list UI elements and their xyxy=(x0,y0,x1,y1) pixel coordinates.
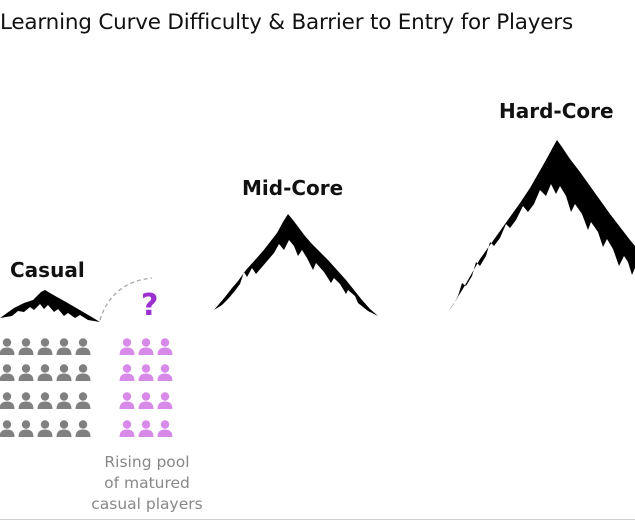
person-icon xyxy=(0,420,15,437)
person-icon xyxy=(56,420,72,437)
casual-players-grid xyxy=(0,338,91,437)
person-icon xyxy=(56,364,72,381)
caption-line: Rising pool xyxy=(104,453,190,471)
person-icon xyxy=(0,338,15,355)
person-icon xyxy=(119,364,135,381)
person-icon xyxy=(75,392,91,409)
person-icon xyxy=(138,392,154,409)
person-icon xyxy=(0,392,15,409)
person-icon xyxy=(37,420,53,437)
person-icon xyxy=(138,338,154,355)
divider xyxy=(0,519,635,520)
person-icon xyxy=(18,392,34,409)
matured-players-caption: Rising pool of matured casual players xyxy=(82,452,212,515)
person-icon xyxy=(37,392,53,409)
person-icon xyxy=(75,364,91,381)
person-icon xyxy=(157,420,173,437)
person-icon xyxy=(157,392,173,409)
person-icon xyxy=(18,338,34,355)
hardcore-label: Hard-Core xyxy=(499,99,614,123)
person-icon xyxy=(138,420,154,437)
person-icon xyxy=(119,392,135,409)
casual-mountain-icon xyxy=(0,290,100,322)
person-icon xyxy=(56,392,72,409)
caption-line: casual players xyxy=(91,495,203,513)
person-icon xyxy=(18,420,34,437)
question-mark: ? xyxy=(141,288,159,323)
person-icon xyxy=(157,364,173,381)
caption-line: of matured xyxy=(104,474,190,492)
person-icon xyxy=(56,338,72,355)
diagram-title: Learning Curve Difficulty & Barrier to E… xyxy=(0,10,573,35)
hardcore-mountain-icon xyxy=(448,140,635,312)
person-icon xyxy=(119,338,135,355)
midcore-label: Mid-Core xyxy=(242,176,344,200)
person-icon xyxy=(75,420,91,437)
casual-label: Casual xyxy=(10,258,85,282)
person-icon xyxy=(0,364,15,381)
person-icon xyxy=(157,338,173,355)
person-icon xyxy=(119,420,135,437)
person-icon xyxy=(37,364,53,381)
person-icon xyxy=(18,364,34,381)
midcore-mountain-icon xyxy=(214,214,378,316)
person-icon xyxy=(75,338,91,355)
person-icon xyxy=(37,338,53,355)
matured-players-grid xyxy=(119,338,173,437)
dashed-arc xyxy=(99,277,153,321)
person-icon xyxy=(138,364,154,381)
